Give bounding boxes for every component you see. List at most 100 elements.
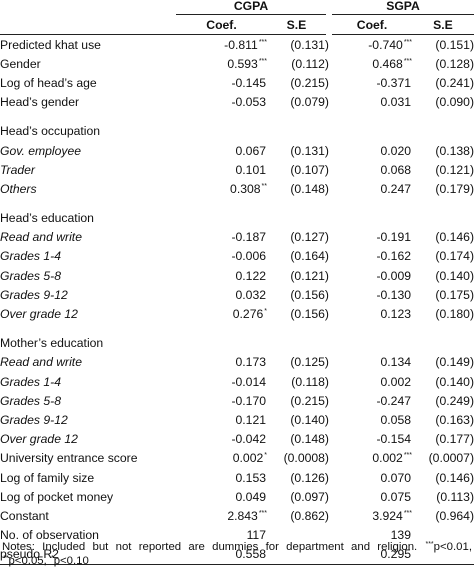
sgpa-se-cell xyxy=(412,209,474,228)
cgpa-coef-cell xyxy=(176,334,267,353)
row-label: Trader xyxy=(0,162,35,177)
notes-p3: p<0.10 xyxy=(53,555,89,567)
cgpa-coef-cell: 0.276* xyxy=(176,304,267,323)
sgpa-coef-cell: 0.295 xyxy=(329,544,412,565)
sgpa-se-cell-value: (0.964) xyxy=(435,508,474,523)
sgpa-se-cell: (0.090) xyxy=(412,93,474,112)
sgpa-coef-cell-value: 0.468 xyxy=(372,56,403,71)
cgpa-coef-cell-value: -0.811 xyxy=(224,37,258,52)
sgpa-coef-cell-value: 0.058 xyxy=(380,412,412,427)
sgpa-se-cell: (0.138) xyxy=(412,141,474,160)
cgpa-coef-cell: -0.014 xyxy=(176,372,267,391)
table-row: Head’s occupation xyxy=(0,122,474,141)
sgpa-se-cell: (0.140) xyxy=(412,266,474,285)
cgpa-se-cell: (0.0008) xyxy=(267,449,329,468)
cgpa-coef-cell xyxy=(176,122,267,141)
sgpa-coef-cell: 0.075 xyxy=(329,487,412,506)
cgpa-coef-cell: 0.002* xyxy=(176,449,267,468)
group-header-cgpa: CGPA xyxy=(176,0,329,15)
cgpa-coef-cell: 0.593*** xyxy=(176,54,267,73)
sgpa-coef-cell: 0.058 xyxy=(329,410,412,429)
cgpa-coef-cell-value: -0.145 xyxy=(231,75,266,90)
significance-stars: ** xyxy=(261,182,267,190)
cgpa-coef-cell: 0.173 xyxy=(176,353,267,372)
table-body: Predicted khat use -0.811*** (0.131) -0.740… xyxy=(0,35,474,565)
cgpa-coef-cell: 0.067 xyxy=(176,141,267,160)
cgpa-se-cell: (0.862) xyxy=(267,506,329,525)
cgpa-coef-cell xyxy=(176,209,267,228)
cgpa-se-cell-value: (0.126) xyxy=(290,470,329,485)
cgpa-coef-cell-value: 117 xyxy=(246,528,266,543)
cgpa-coef-cell: 0.032 xyxy=(176,285,267,304)
cgpa-se-cell-value: (0.140) xyxy=(290,412,329,427)
sgpa-coef-cell-value: -0.009 xyxy=(376,268,411,283)
sgpa-se-cell xyxy=(412,122,474,141)
sgpa-se-cell: (0.241) xyxy=(412,73,474,92)
cgpa-se-cell-value: (0.156) xyxy=(290,287,329,302)
cgpa-coef-cell-value: -0.053 xyxy=(231,95,266,110)
row-label: Gov. employee xyxy=(0,143,82,158)
sgpa-se-cell-value: (0.174) xyxy=(435,249,474,264)
table-row: Log of pocket money 0.049 (0.097) 0.075 (0.1… xyxy=(0,487,474,506)
table-row: Grades 5-8 0.122 (0.121) -0.009 (0.140) xyxy=(0,266,474,285)
cgpa-coef-cell-value: 0.276 xyxy=(232,307,264,322)
row-label: pseudo R2 xyxy=(0,544,176,565)
sgpa-se-cell: (0.174) xyxy=(412,247,474,266)
spacer-row xyxy=(0,324,474,334)
sgpa-coef-cell: 0.020 xyxy=(329,141,412,160)
spacer-row xyxy=(0,112,474,122)
sgpa-se-cell: (0.177) xyxy=(412,430,474,449)
sgpa-se-cell-value: (0.241) xyxy=(435,75,474,90)
sgpa-se-cell: (0.151) xyxy=(412,35,474,55)
significance-stars: *** xyxy=(403,452,412,460)
subheader-blank xyxy=(0,14,176,35)
sgpa-coef-cell-value: 0.295 xyxy=(380,547,412,562)
significance-stars: *** xyxy=(403,38,412,46)
cgpa-se-cell-value: (0.131) xyxy=(290,37,329,52)
table-row: Read and write -0.187 (0.127) -0.191 (0.146) xyxy=(0,228,474,247)
cgpa-coef-cell: -0.187 xyxy=(176,228,267,247)
cgpa-se-cell: (0.118) xyxy=(267,372,329,391)
cgpa-se-cell-value: (0.097) xyxy=(290,489,329,504)
subheader-coef-sgpa: Coef. xyxy=(326,14,412,35)
subheader-row: Coef. S.E Coef. S.E xyxy=(0,14,474,35)
cgpa-se-cell: (0.079) xyxy=(267,93,329,112)
sgpa-coef-cell: 0.468*** xyxy=(329,54,412,73)
sgpa-coef-cell: 0.031 xyxy=(329,93,412,112)
cgpa-se-cell: (0.148) xyxy=(267,430,329,449)
table-row: Constant 2.843*** (0.862) 3.924*** (0.964) xyxy=(0,506,474,525)
cgpa-coef-cell: -0.006 xyxy=(176,247,267,266)
sgpa-se-cell-value: (0.140) xyxy=(435,268,474,283)
cgpa-se-cell-value: (0.156) xyxy=(290,307,329,322)
notes-star1: * xyxy=(50,555,54,562)
sgpa-coef-cell-value: 0.075 xyxy=(380,489,412,504)
sgpa-coef-cell-value: 0.070 xyxy=(380,470,412,485)
cgpa-coef-cell: -0.811*** xyxy=(176,35,267,55)
cgpa-se-cell: (0.215) xyxy=(267,391,329,410)
row-label: Others xyxy=(0,181,37,196)
cgpa-se-cell: (0.127) xyxy=(267,228,329,247)
cgpa-coef-cell: 0.121 xyxy=(176,410,267,429)
sgpa-coef-cell: 139 xyxy=(329,526,412,545)
cgpa-coef-cell-value: 0.173 xyxy=(235,355,267,370)
sgpa-coef-cell: -0.130 xyxy=(329,285,412,304)
cgpa-se-cell: (0.097) xyxy=(267,487,329,506)
table-row: Log of family size 0.153 (0.126) 0.070 (0.14… xyxy=(0,468,474,487)
sgpa-se-cell: (0.146) xyxy=(412,468,474,487)
sgpa-coef-cell-value: 0.020 xyxy=(380,143,412,158)
table-row: pseudo R2 0.558 0.295 xyxy=(0,544,474,565)
sgpa-coef-cell: -0.247 xyxy=(329,391,412,410)
sgpa-coef-cell-value: 0.247 xyxy=(380,181,412,196)
sgpa-se-cell: (0.149) xyxy=(412,353,474,372)
sgpa-se-cell: (0.964) xyxy=(412,506,474,525)
row-label: Grades 9-12 xyxy=(0,287,68,302)
sgpa-coef-cell: 0.002*** xyxy=(329,449,412,468)
cgpa-coef-cell-value: -0.187 xyxy=(231,230,266,245)
cgpa-se-cell-value: (0.0008) xyxy=(283,451,329,466)
sgpa-se-cell: (0.249) xyxy=(412,391,474,410)
sgpa-se-cell: (0.163) xyxy=(412,410,474,429)
cgpa-se-cell-value: (0.131) xyxy=(290,143,329,158)
spacer-row xyxy=(0,199,474,209)
cgpa-se-cell-value: (0.107) xyxy=(290,162,329,177)
table-row: Head’s gender -0.053 (0.079) 0.031 (0.090) xyxy=(0,93,474,112)
